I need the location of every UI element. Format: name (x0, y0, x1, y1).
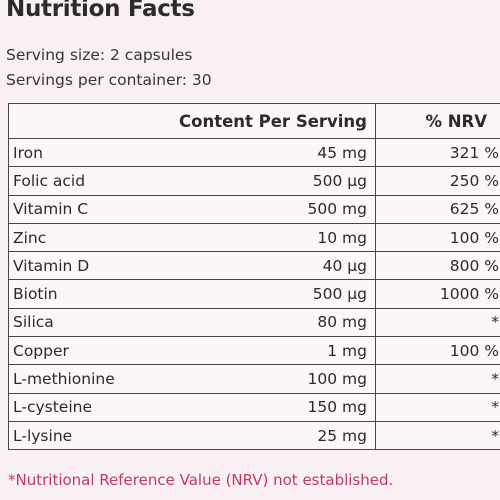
nutrient-row: Iron 45 mg 321 % (8, 137, 500, 168)
nutrient-row: Vitamin D 40 µg 800 % (8, 251, 500, 281)
nutrient-name: Zinc (8, 222, 167, 253)
nutrient-name: Vitamin C (8, 194, 167, 224)
nutrient-amt: 25 mg (167, 420, 376, 451)
nutrient-amt: 10 mg (167, 222, 376, 253)
nutrient-nrv: 100 % (375, 336, 500, 366)
nutrient-name: Folic acid (8, 166, 167, 196)
nutrient-amt: 80 mg (167, 307, 376, 338)
header-cell: Content Per Serving (167, 103, 376, 139)
header-row: Content Per Serving % NRV (8, 103, 500, 139)
nutrient-row: Copper 1 mg 100 % (8, 336, 500, 366)
nutrient-nrv: * (375, 420, 500, 451)
nutrient-amt: 150 mg (167, 392, 376, 422)
nutrient-nrv: 321 % (375, 137, 500, 168)
footnote: *Nutritional Reference Value (NRV) not e… (8, 471, 394, 489)
nutrient-nrv: 100 % (375, 222, 500, 253)
nutrient-nrv: 800 % (375, 251, 500, 281)
nutrient-row: Silica 80 mg * (8, 307, 500, 338)
nutrient-row: Folic acid 500 µg 250 % (8, 166, 500, 196)
nutrition-table: Content Per Serving % NRV Iron 45 mg 321 %… (8, 103, 500, 451)
nutrient-name: L-methionine (8, 364, 167, 394)
nutrient-amt: 500 µg (167, 166, 376, 196)
nutrient-name: Iron (8, 137, 167, 168)
nutrient-nrv: 250 % (375, 166, 500, 196)
nutrient-row: Zinc 10 mg 100 % (8, 222, 500, 253)
nutrient-nrv: * (375, 392, 500, 422)
nutrient-row: L-methionine 100 mg * (8, 364, 500, 394)
nutrient-name: Vitamin D (8, 251, 167, 281)
nutrient-amt: 1 mg (167, 336, 376, 366)
nutrient-row: L-cysteine 150 mg * (8, 392, 500, 422)
header-cell: % NRV (375, 103, 500, 139)
servings-per-container: Servings per container: 30 (6, 71, 212, 89)
nutrient-nrv: * (375, 364, 500, 394)
nutrient-name: Biotin (8, 279, 167, 309)
nutrient-amt: 40 µg (167, 251, 376, 281)
nutrient-name: L-lysine (8, 420, 167, 451)
nutrient-row: L-lysine 25 mg * (8, 420, 500, 451)
nutrient-amt: 500 µg (167, 279, 376, 309)
nutrient-nrv: 1000 % (375, 279, 500, 309)
nutrient-amt: 100 mg (167, 364, 376, 394)
nutrient-nrv: * (375, 307, 500, 338)
nutrient-row: Biotin 500 µg 1000 % (8, 279, 500, 309)
nutrient-amt: 500 mg (167, 194, 376, 224)
serving-size: Serving size: 2 capsules (6, 46, 193, 64)
nutrient-name: L-cysteine (8, 392, 167, 422)
nutrient-name: Copper (8, 336, 167, 366)
title: Nutrition Facts (6, 0, 195, 22)
nutrient-amt: 45 mg (167, 137, 376, 168)
nutrient-row: Vitamin C 500 mg 625 % (8, 194, 500, 224)
nutrient-name: Silica (8, 307, 167, 338)
header-cell (8, 103, 167, 139)
nutrient-nrv: 625 % (375, 194, 500, 224)
